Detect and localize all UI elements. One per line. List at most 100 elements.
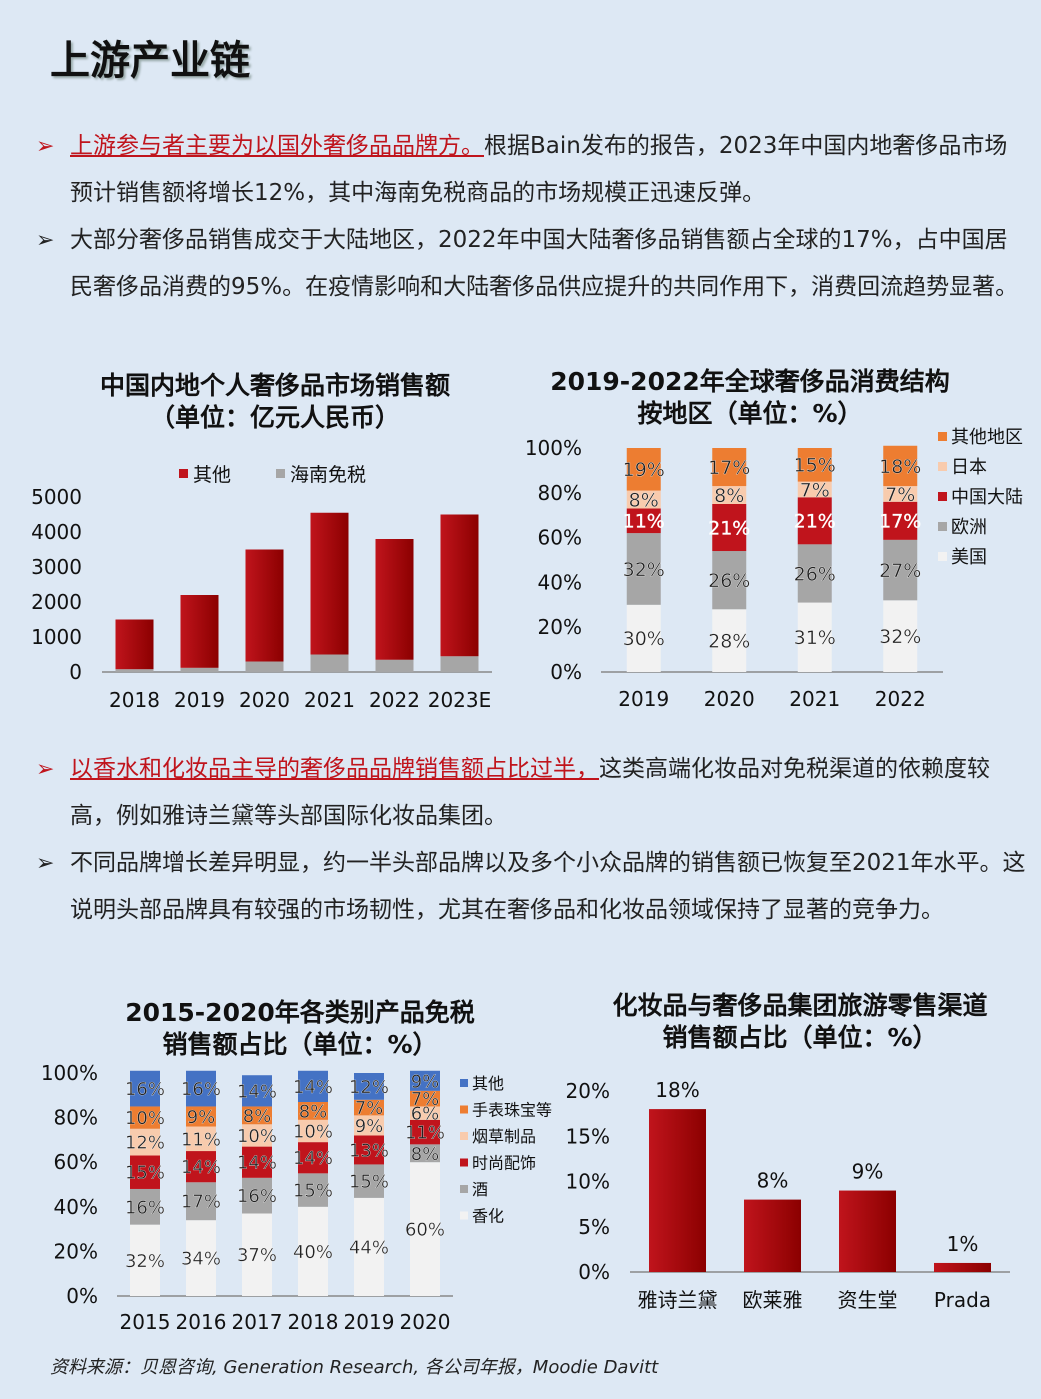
c3-xtick-label: 2019 [344, 1310, 395, 1334]
c1-bar-other [245, 549, 284, 662]
chart2-title: 2019-2022年全球奢侈品消费结构 按地区（单位：%） [530, 366, 970, 430]
c2-ytick-label: 100% [525, 436, 582, 460]
c3-xtick-label: 2016 [176, 1310, 227, 1334]
c2-xtick-label: 2022 [875, 687, 926, 711]
c2-data-label: 21% [794, 511, 836, 533]
c2-bar-segment [883, 486, 918, 502]
c1-legend-swatch-other [179, 469, 188, 478]
chart1-title-line1: 中国内地个人奢侈品市场销售额 [99, 371, 450, 400]
bullet-1: ➢ 上游参与者主要为以国外奢侈品品牌方。根据Bain发布的报告，2023年中国内… [36, 123, 1026, 217]
c3-bar-segment [354, 1073, 384, 1100]
c3-data-label: 14% [237, 1153, 277, 1174]
c3-data-label: 9% [411, 1071, 440, 1092]
c4-xtick-label: 资生堂 [838, 1288, 898, 1312]
c3-data-label: 11% [405, 1123, 445, 1144]
c3-bar-segment [354, 1135, 384, 1165]
c2-legend-label: 其他地区 [951, 427, 1023, 448]
c4-bar [649, 1109, 706, 1272]
c2-xtick-label: 2021 [789, 687, 840, 711]
c1-xtick-label: 2021 [304, 688, 355, 712]
c3-data-label: 14% [293, 1148, 333, 1169]
c3-bar-segment [242, 1106, 272, 1125]
c3-bar-segment [354, 1197, 384, 1296]
bullet-2: ➢ 大部分奢侈品销售成交于大陆地区，2022年中国大陆奢侈品销售额占全球的17%… [36, 217, 1026, 311]
c3-bar-segment [186, 1182, 216, 1221]
bullet-4: ➢ 不同品牌增长差异明显，约一半头部品牌以及多个小众品牌的销售额已恢复至2021… [36, 840, 1026, 934]
bullet-3: ➢ 以香水和化妆品主导的奢侈品品牌销售额占比过半，这类高端化妆品对免税渠道的依赖… [36, 746, 1026, 840]
c2-data-label: 27% [879, 560, 921, 582]
c3-bar-segment [410, 1162, 440, 1296]
bullet-2-text: 大部分奢侈品销售成交于大陆地区，2022年中国大陆奢侈品销售额占全球的17%，占… [70, 227, 1019, 300]
bullet-3-highlight: 以香水和化妆品主导的奢侈品品牌销售额占比过半， [70, 756, 599, 782]
c2-data-label: 17% [879, 511, 921, 533]
c3-bar-segment [242, 1146, 272, 1178]
chart3-title-line1: 2015-2020年各类别产品免税 [125, 998, 475, 1027]
c4-data-label: 8% [757, 1169, 789, 1193]
c2-ytick-label: 80% [538, 481, 582, 505]
c2-data-label: 8% [629, 489, 659, 511]
c1-bar-other [375, 539, 414, 660]
c2-xtick-label: 2019 [618, 687, 669, 711]
c2-data-label: 32% [879, 626, 921, 648]
c2-bar-segment [883, 539, 918, 601]
arrow-icon: ➢ [36, 134, 55, 159]
c2-data-label: 18% [879, 456, 921, 478]
c2-bar-segment [626, 448, 661, 491]
c2-data-label: 17% [708, 457, 750, 479]
c1-xtick-label: 2019 [174, 688, 225, 712]
c2-data-label: 19% [623, 459, 665, 481]
c3-ytick-label: 0% [66, 1284, 98, 1308]
c2-data-label: 26% [708, 570, 750, 592]
chart4-title-line1: 化妆品与奢侈品集团旅游零售渠道 [612, 991, 988, 1020]
c1-ytick-label: 4000 [31, 520, 82, 544]
c3-bar-segment [130, 1155, 160, 1189]
c1-legend-label-other: 其他 [193, 464, 231, 486]
c2-xtick-label: 2020 [704, 687, 755, 711]
c2-ytick-label: 60% [538, 526, 582, 550]
c3-data-label: 7% [411, 1089, 440, 1110]
c1-ytick-label: 3000 [31, 555, 82, 579]
c2-bar-segment [712, 504, 747, 552]
c4-ytick-label: 0% [578, 1260, 610, 1284]
c3-data-label: 9% [355, 1116, 384, 1137]
c3-bar-segment [410, 1090, 440, 1107]
c2-legend-label: 美国 [951, 547, 987, 568]
source-note: 资料来源：贝恩咨询, Generation Research, 各公司年报，Mo… [50, 1357, 659, 1378]
c2-legend-label: 日本 [951, 457, 987, 478]
c2-bar-segment [797, 544, 832, 603]
c3-data-label: 34% [181, 1249, 221, 1270]
c3-data-label: 10% [237, 1126, 277, 1147]
c3-bar-segment [130, 1070, 160, 1107]
chart3-title-line2: 销售额占比（单位：%） [162, 1030, 438, 1059]
c3-data-label: 15% [349, 1172, 389, 1193]
c2-legend-label: 中国大陆 [951, 487, 1023, 508]
c3-data-label: 17% [181, 1192, 221, 1213]
c3-data-label: 14% [181, 1157, 221, 1178]
c3-bar-segment [298, 1206, 328, 1296]
c2-bar-segment [712, 551, 747, 610]
c2-bar-segment [712, 486, 747, 504]
c3-bar-segment [186, 1106, 216, 1127]
c2-bar-segment [712, 609, 747, 672]
c2-bar-segment [626, 604, 661, 672]
c3-bar-segment [130, 1106, 160, 1129]
c2-ytick-label: 20% [538, 615, 582, 639]
c1-xtick-label: 2018 [109, 688, 160, 712]
c3-legend-label: 烟草制品 [472, 1127, 536, 1146]
c1-bar-hainan [180, 667, 219, 672]
c3-data-label: 32% [125, 1251, 165, 1272]
c2-data-label: 31% [794, 627, 836, 649]
c1-bar-hainan [115, 669, 154, 672]
c3-data-label: 15% [125, 1163, 165, 1184]
c3-bar-segment [186, 1151, 216, 1183]
c2-bar-segment [626, 508, 661, 534]
c1-bar-hainan [375, 659, 414, 672]
bullet-1-highlight: 上游参与者主要为以国外奢侈品品牌方。 [70, 133, 484, 159]
c3-legend-swatch [460, 1211, 468, 1220]
c1-ytick-label: 0 [69, 660, 82, 684]
c3-data-label: 13% [349, 1140, 389, 1161]
c3-data-label: 44% [349, 1237, 389, 1258]
c3-bar-segment [186, 1126, 216, 1152]
c3-ytick-label: 80% [54, 1106, 98, 1130]
c3-legend-label: 酒 [472, 1180, 488, 1199]
